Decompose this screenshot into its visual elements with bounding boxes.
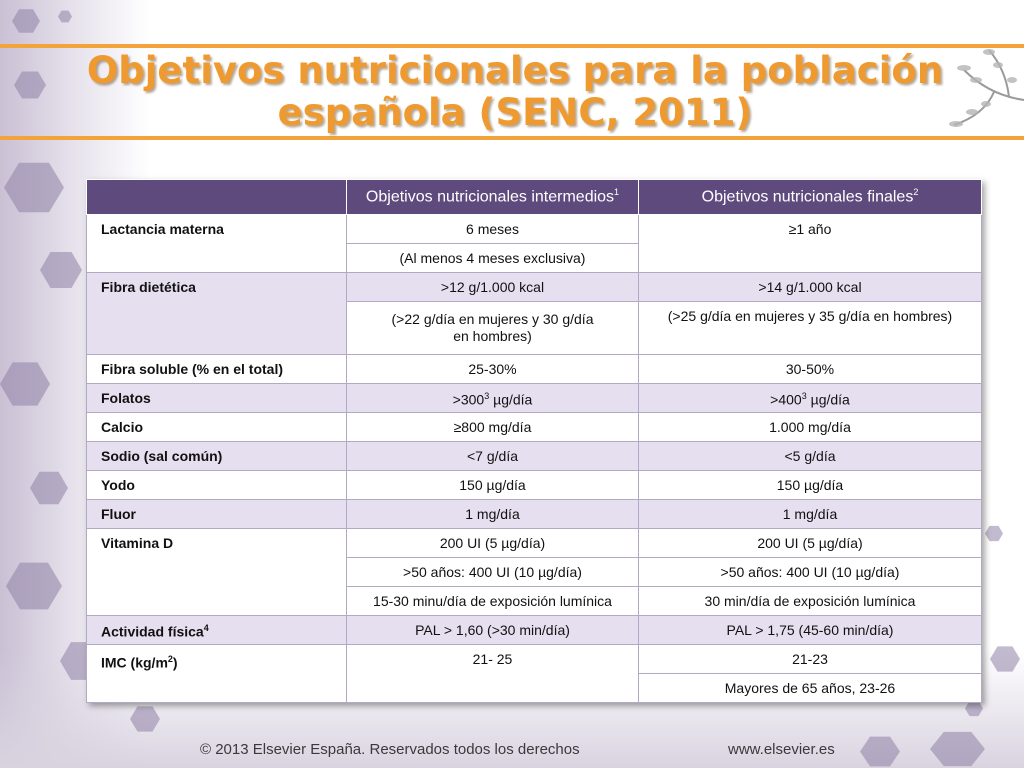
row-label-fluor: Fluor (86, 499, 347, 529)
table-header-row: Objetivos nutricionales intermedios1 Obj… (86, 179, 982, 215)
cell-intermediate: ≥800 mg/día (346, 412, 639, 442)
header-empty-cell (86, 179, 347, 215)
hexagon-decoration (4, 162, 64, 213)
table-row: Calcio ≥800 mg/día 1.000 mg/día (86, 412, 982, 442)
table-row: 15-30 minu/día de exposición lumínica 30… (87, 586, 982, 616)
cell-final: 1.000 mg/día (638, 412, 982, 442)
cell-final: <5 g/día (638, 441, 982, 471)
row-label-yodo: Yodo (86, 470, 347, 500)
table-row: IMC (kg/m2) 21- 25 21-23 (86, 644, 982, 703)
cell-final: Mayores de 65 años, 23-26 (638, 673, 982, 703)
hexagon-decoration (965, 700, 983, 717)
table-row: Actividad física4 PAL > 1,60 (>30 min/dí… (86, 615, 982, 645)
cell-intermediate: PAL > 1,60 (>30 min/día) (346, 615, 639, 645)
table-row: Fibra dietética >12 g/1.000 kcal >14 g/1… (86, 272, 982, 355)
row-label-fibra-soluble: Fibra soluble (% en el total) (86, 354, 347, 384)
cell-intermediate: 1 mg/día (346, 499, 639, 529)
table-row: Sodio (sal común) <7 g/día <5 g/día (86, 441, 982, 471)
table-row: Fibra soluble (% en el total) 25-30% 30-… (86, 354, 982, 384)
cell-intermediate: 21- 25 (346, 644, 639, 703)
hexagon-decoration (985, 525, 1003, 542)
nutrition-objectives-table: Objetivos nutricionales intermedios1 Obj… (86, 179, 982, 703)
cell-intermediate: >50 años: 400 UI (10 µg/día) (346, 557, 639, 587)
cell-final: 30-50% (638, 354, 982, 384)
cell-intermediate: 15-30 minu/día de exposición lumínica (346, 586, 639, 616)
slide-title-line1: Objetivos nutricionales para la població… (86, 49, 944, 92)
table-row: >50 años: 400 UI (10 µg/día) >50 años: 4… (87, 557, 982, 587)
cell-final: (>25 g/día en mujeres y 35 g/día en homb… (638, 301, 982, 355)
header-intermediate: Objetivos nutricionales intermedios1 (346, 179, 639, 215)
hexagon-decoration (30, 471, 68, 505)
row-label-sodio: Sodio (sal común) (86, 441, 347, 471)
hexagon-decoration (40, 252, 82, 288)
cell-final: 150 µg/día (638, 470, 982, 500)
table-row: (>22 g/día en mujeres y 30 g/día en hombr… (87, 301, 982, 355)
cell-final: ≥1 año (638, 214, 982, 273)
hexagon-decoration (930, 731, 985, 767)
cell-intermediate: (>22 g/día en mujeres y 30 g/día en hombr… (346, 301, 639, 355)
row-label-calcio: Calcio (86, 412, 347, 442)
cell-intermediate: >12 g/1.000 kcal (346, 272, 639, 302)
hexagon-decoration (58, 10, 72, 23)
cell-intermediate: <7 g/día (346, 441, 639, 471)
cell-intermediate: 6 meses (346, 214, 639, 244)
header-final: Objetivos nutricionales finales2 (638, 179, 982, 215)
hexagon-decoration (12, 9, 40, 33)
cell-final: 30 min/día de exposición lumínica (638, 586, 982, 616)
cell-final: 1 mg/día (638, 499, 982, 529)
cell-final: >50 años: 400 UI (10 µg/día) (638, 557, 982, 587)
table-row: Lactancia materna 6 meses ≥1 año (86, 214, 982, 273)
table-row: Mayores de 65 años, 23-26 (87, 673, 982, 703)
table-row: Fluor 1 mg/día 1 mg/día (86, 499, 982, 529)
cell-intermediate: 200 UI (5 µg/día) (346, 528, 639, 558)
footer-copyright: © 2013 Elsevier España. Reservados todos… (200, 741, 580, 758)
slide-title-line2: española (SENC, 2011) (277, 91, 753, 134)
cell-final: >14 g/1.000 kcal (638, 272, 982, 302)
tree-branch-decoration (949, 49, 1024, 127)
cell-final: >4003 µg/día (638, 383, 982, 413)
cell-intermediate: 150 µg/día (346, 470, 639, 500)
row-label-vitamina-d: Vitamina D (86, 528, 347, 616)
title-bottom-rule (0, 136, 1024, 140)
cell-intermediate: >3003 µg/día (346, 383, 639, 413)
hexagon-decoration (0, 362, 50, 406)
cell-intermediate: (Al menos 4 meses exclusiva) (346, 243, 639, 273)
title-top-rule (0, 44, 1024, 48)
cell-final: PAL > 1,75 (45-60 min/día) (638, 615, 982, 645)
row-label-fibra: Fibra dietética (86, 272, 347, 355)
row-label-lactancia: Lactancia materna (86, 214, 347, 273)
cell-final: 21-23 (638, 644, 982, 674)
row-label-folatos: Folatos (86, 383, 347, 413)
cell-intermediate: 25-30% (346, 354, 639, 384)
table-row: Vitamina D 200 UI (5 µg/día) 200 UI (5 µ… (86, 528, 982, 616)
hexagon-decoration (860, 736, 900, 767)
table-row: Yodo 150 µg/día 150 µg/día (86, 470, 982, 500)
table-row: Folatos >3003 µg/día >4003 µg/día (86, 383, 982, 413)
cell-final: 200 UI (5 µg/día) (638, 528, 982, 558)
row-label-imc: IMC (kg/m2) (86, 644, 347, 703)
hexagon-decoration (6, 562, 62, 610)
footer-url-link[interactable]: www.elsevier.es (728, 741, 835, 758)
table-row: (Al menos 4 meses exclusiva) (87, 243, 982, 273)
slide-title: Objetivos nutricionales para la població… (60, 50, 970, 134)
row-label-actividad: Actividad física4 (86, 615, 347, 645)
